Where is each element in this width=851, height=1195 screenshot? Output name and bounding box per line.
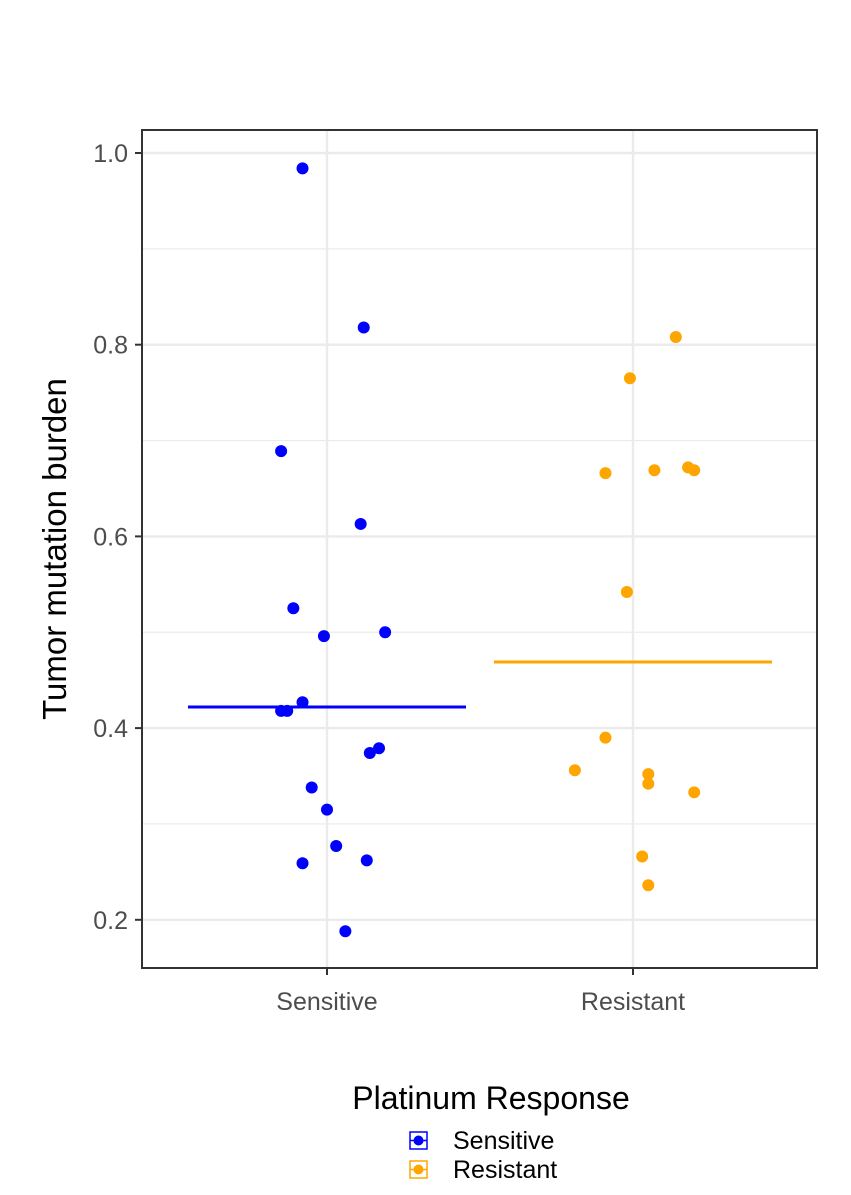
point-resistant	[648, 464, 661, 477]
grid-lines	[142, 130, 817, 968]
point-sensitive	[339, 925, 352, 938]
legend-key-point	[413, 1164, 424, 1175]
point-sensitive	[379, 626, 392, 639]
y-axis-title: Tumor mutation burden	[36, 378, 73, 720]
legend-key-point	[413, 1135, 424, 1146]
y-tick-label: 1.0	[93, 140, 128, 168]
data-points	[275, 162, 701, 938]
panel-border	[141, 129, 818, 969]
y-tick-label: 0.2	[93, 907, 128, 935]
point-sensitive	[296, 857, 309, 870]
point-sensitive	[275, 445, 288, 458]
point-sensitive	[296, 162, 309, 175]
point-resistant	[568, 764, 581, 777]
point-resistant	[623, 372, 636, 385]
y-tick-label: 0.4	[93, 715, 128, 743]
point-resistant	[669, 331, 682, 344]
axes: 0.2 0.4 0.6 0.8 1.0 Sensitive Resistant	[93, 140, 685, 1016]
point-resistant	[599, 731, 612, 744]
x-tick-label: Resistant	[581, 988, 685, 1016]
point-resistant	[688, 464, 701, 477]
point-sensitive	[317, 630, 330, 643]
point-sensitive	[305, 781, 318, 794]
legend-item-sensitive: Sensitive	[409, 1127, 554, 1155]
y-tick-label: 0.8	[93, 332, 128, 360]
point-sensitive	[360, 854, 373, 867]
point-resistant	[599, 467, 612, 480]
point-sensitive	[373, 742, 386, 755]
point-resistant	[642, 777, 655, 790]
legend-label: Resistant	[453, 1156, 557, 1184]
legend-title: Platinum Response	[352, 1080, 629, 1116]
point-resistant	[636, 850, 649, 863]
point-sensitive	[321, 803, 333, 816]
y-tick-label: 0.6	[93, 523, 128, 551]
point-resistant	[642, 879, 655, 892]
x-tick-label: Sensitive	[276, 988, 377, 1016]
point-resistant	[642, 768, 655, 781]
point-sensitive	[357, 321, 370, 334]
legend-label: Sensitive	[453, 1127, 554, 1155]
point-sensitive	[363, 747, 376, 760]
point-sensitive	[330, 839, 343, 852]
point-resistant	[688, 786, 701, 799]
legend-item-resistant: Resistant	[409, 1156, 557, 1184]
point-sensitive	[287, 602, 300, 615]
point-sensitive	[281, 704, 294, 717]
mean-lines	[188, 660, 772, 709]
point-sensitive	[354, 517, 367, 530]
panel-background	[142, 130, 817, 968]
point-sensitive	[296, 696, 309, 709]
point-resistant	[620, 585, 633, 598]
